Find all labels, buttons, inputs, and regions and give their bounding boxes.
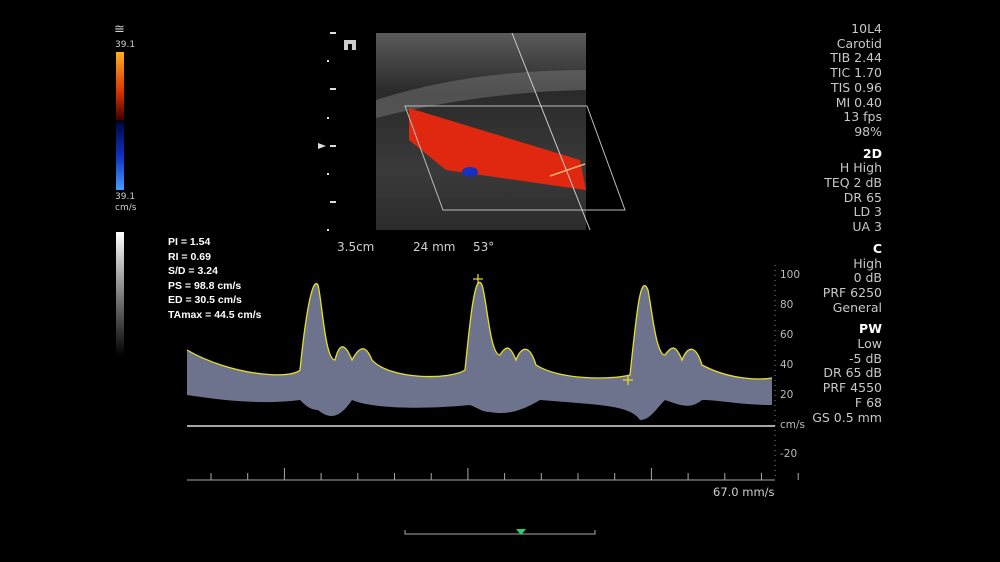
vessel-flow: [409, 108, 586, 190]
settings-line: F 68: [854, 394, 882, 410]
settings-line: General: [832, 299, 882, 315]
angle: 53°: [473, 240, 495, 254]
settings-title: C: [872, 240, 882, 256]
trace-envelope: [186, 281, 773, 380]
sweep-speed: 67.0 mm/s: [713, 485, 775, 499]
settings-line: TIS 0.96: [830, 79, 882, 95]
orientation-icon: [344, 40, 356, 50]
focus-marker: [318, 143, 326, 149]
gate-size: 24 mm: [413, 240, 456, 254]
settings-line: TIB 2.44: [830, 50, 882, 66]
reverse-flow: [462, 167, 478, 177]
settings-line: PRF 6250: [822, 284, 882, 300]
color-bar-positive: [116, 52, 124, 120]
depth-marks: [327, 32, 336, 231]
velocity-tick-label: cm/s: [780, 418, 806, 431]
gray-bar: [116, 232, 124, 356]
settings-line: LD 3: [853, 204, 882, 220]
settings-title: PW: [859, 321, 882, 337]
settings-line: H High: [839, 160, 882, 176]
velocity-tick-label: 100: [780, 269, 801, 281]
settings-line: MI 0.40: [835, 94, 882, 110]
settings-line: -5 dB: [849, 350, 882, 366]
settings-line: Carotid: [836, 35, 882, 51]
spectral-waveform: [187, 282, 772, 420]
settings-line: PRF 4550: [822, 380, 882, 396]
settings-line: Low: [857, 336, 882, 352]
scale-unit: cm/s: [115, 203, 137, 213]
measurement: PS = 98.8 cm/s: [168, 279, 242, 292]
settings-line: DR 65: [843, 189, 882, 205]
time-ticks: [210, 468, 799, 480]
scale-top: 39.1: [115, 40, 136, 50]
measurements: PI = 1.54 RI = 0.69 S/D = 3.24 PS = 98.8 cm…: [168, 235, 262, 323]
velocity-tick-label: 60: [780, 328, 794, 341]
settings-title: 2D: [862, 145, 882, 161]
settings-line: 98%: [854, 123, 882, 139]
depth: 3.5cm: [337, 240, 375, 254]
settings-line: GS 0.5 mm: [812, 409, 882, 425]
settings-line: UA 3: [852, 219, 882, 235]
settings-line: 0 dB: [853, 270, 882, 286]
color-box: [404, 105, 626, 211]
scale-bottom: 39.1: [115, 192, 136, 202]
settings-group: 10L4 Carotid TIB 2.44 TIC 1.70 TIS 0.96 MI 0.…: [812, 21, 882, 140]
settings-line: TIC 1.70: [830, 65, 882, 81]
cine-bar: [404, 530, 596, 535]
color-bar-negative: [116, 122, 124, 190]
measurement: PI = 1.54: [168, 236, 211, 248]
measurement: S/D = 3.24: [168, 265, 218, 278]
calipers: [473, 274, 633, 385]
settings-panel: 10L4 Carotid TIB 2.44 TIC 1.70 TIS 0.96 MI 0.…: [812, 21, 882, 432]
settings-line: 10L4: [851, 21, 882, 36]
settings-line: TEQ 2 dB: [824, 175, 882, 191]
settings-group: PW Low -5 dB DR 65 dB PRF 4550 F 68 GS 0.5 mm: [812, 322, 882, 425]
measurement: RI = 0.69: [168, 250, 211, 263]
settings-group: C High 0 dB PRF 6250 General: [812, 240, 882, 316]
settings-line: High: [853, 255, 882, 271]
velocity-tick-label: 40: [780, 358, 794, 371]
velocity-tick-label: -20: [780, 448, 798, 461]
cine-marker: [516, 529, 526, 535]
measurement: ED = 30.5 cm/s: [168, 294, 242, 307]
settings-line: 13 fps: [843, 109, 882, 125]
velocity-tick-label: 20: [780, 388, 794, 401]
measurement: TAmax = 44.5 cm/s: [168, 308, 262, 321]
scale-symbol: ≅: [114, 22, 125, 37]
settings-line: DR 65 dB: [823, 365, 882, 381]
angle-correction: [549, 163, 586, 177]
settings-group: 2D H High TEQ 2 dB DR 65 LD 3 UA 3: [812, 145, 882, 235]
doppler-line: [511, 32, 591, 231]
velocity-tick-label: 80: [780, 298, 794, 311]
